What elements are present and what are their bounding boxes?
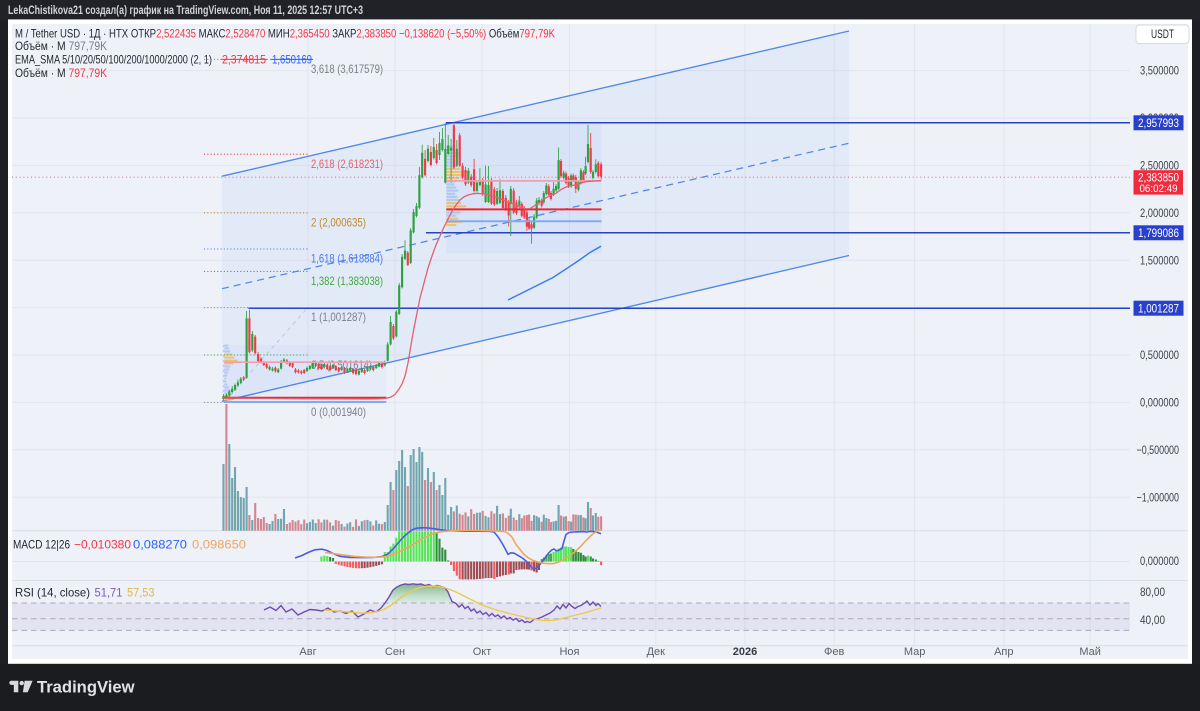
svg-text:2,618 (2,618231): 2,618 (2,618231) [311,157,383,171]
svg-text:0,000000: 0,000000 [1140,396,1179,410]
svg-text:Авг: Авг [299,646,316,658]
svg-text:1 (1,001287): 1 (1,001287) [311,310,366,324]
svg-text:Май: Май [1079,646,1101,658]
svg-text:0,088270: 0,088270 [133,538,187,552]
svg-text:Дек: Дек [647,646,666,658]
svg-text:57,53: 57,53 [127,585,155,599]
svg-text:3,500000: 3,500000 [1140,64,1179,78]
svg-text:−0,500000: −0,500000 [1137,443,1180,457]
svg-text:RSI (14, close): RSI (14, close) [15,585,90,599]
svg-text:3,618 (3,617579): 3,618 (3,617579) [311,62,383,76]
svg-text:2026: 2026 [733,646,757,658]
svg-text:0,000000: 0,000000 [1140,554,1179,568]
svg-text:Сен: Сен [385,646,405,658]
svg-text:1,500000: 1,500000 [1140,253,1179,267]
svg-text:1,382 (1,383038): 1,382 (1,383038) [311,274,383,288]
svg-text:1,799086: 1,799086 [1138,226,1179,240]
svg-text:2,383850: 2,383850 [1138,170,1179,184]
svg-text:0 (0,001940): 0 (0,001940) [311,405,366,419]
svg-text:M / Tether USD · 1Д · HTX ОТК: M / Tether USD · 1Д · HTX ОТКР2,522435 М… [15,26,555,40]
svg-text:0,500000: 0,500000 [1140,348,1179,362]
svg-text:40,00: 40,00 [1140,613,1165,627]
svg-text:USDT: USDT [1151,29,1174,41]
svg-text:1,618 (1,618884): 1,618 (1,618884) [311,252,383,266]
svg-text:Мар: Мар [904,646,926,658]
svg-text:80,00: 80,00 [1140,585,1165,599]
svg-text:0,098650: 0,098650 [192,538,246,552]
svg-text:51,71: 51,71 [95,585,123,599]
svg-text:Объём · M 797,79K: Объём · M 797,79K [15,66,107,80]
svg-text:Ноя: Ноя [559,646,579,658]
svg-text:06:02:49: 06:02:49 [1140,183,1178,195]
svg-text:2 (2,000635): 2 (2,000635) [311,216,366,230]
svg-text:−1,000000: −1,000000 [1137,490,1180,504]
svg-text:1,001287: 1,001287 [1138,301,1179,315]
svg-text:EMA_SMA 5/10/20/50/100/200/100: EMA_SMA 5/10/20/50/100/200/1000/2000 (2,… [15,52,212,66]
svg-text:−0,010380: −0,010380 [74,538,131,552]
svg-text:Объём · M 797,79K: Объём · M 797,79K [15,39,107,53]
svg-text:TradingView: TradingView [37,678,135,697]
svg-text:Фев: Фев [824,646,844,658]
svg-text:2,500000: 2,500000 [1140,159,1179,173]
svg-text:Апр: Апр [994,646,1013,658]
svg-text:LekaChistikova21 создал(а) гра: LekaChistikova21 создал(а) график на Tra… [8,3,363,17]
svg-text:2,000000: 2,000000 [1140,206,1179,220]
svg-text:MACD 12|26: MACD 12|26 [13,538,70,552]
svg-text:2,957993: 2,957993 [1138,116,1179,130]
svg-text:Окт: Окт [473,646,492,658]
